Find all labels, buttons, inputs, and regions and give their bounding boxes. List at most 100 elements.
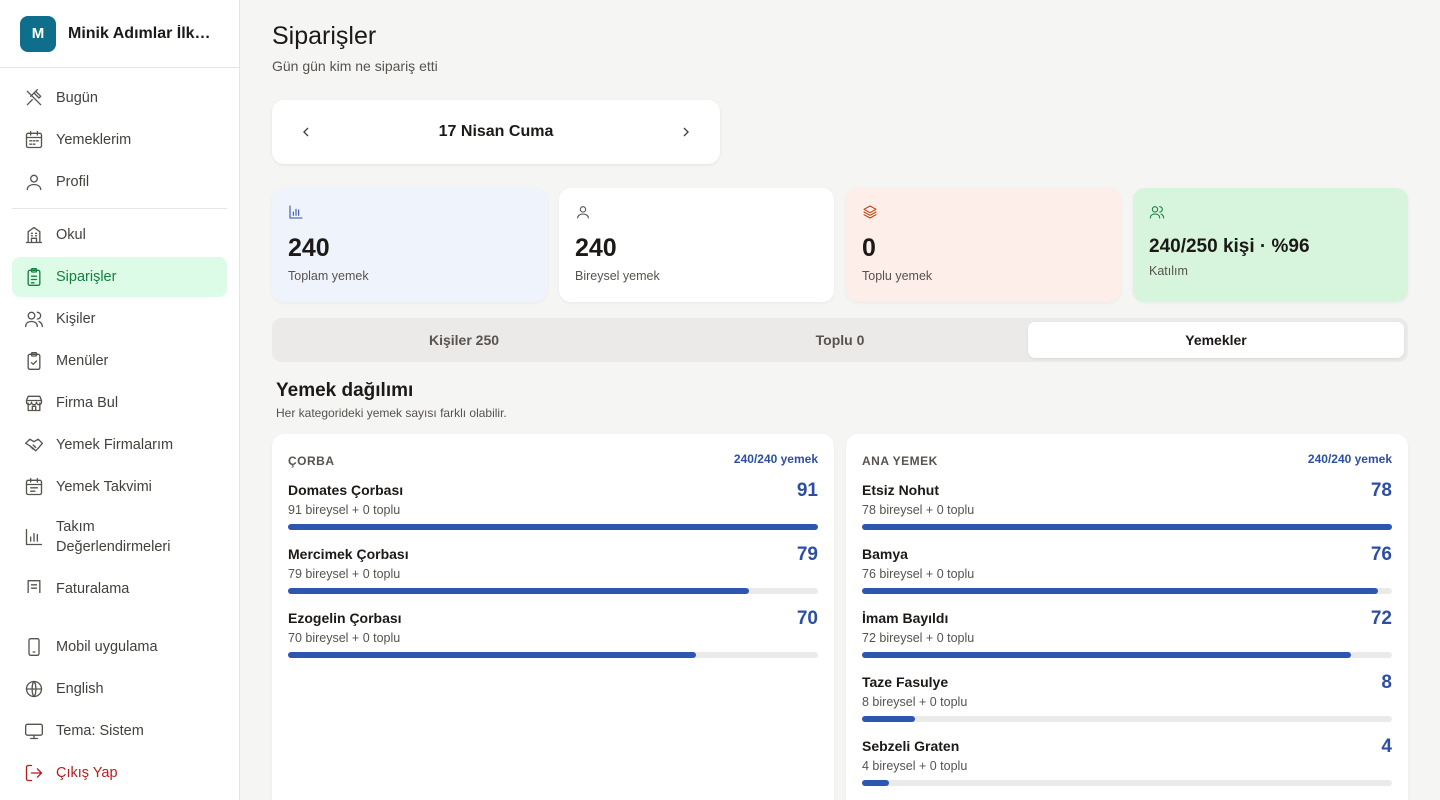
- stat-value: 240/250 kişi · %96: [1149, 236, 1310, 257]
- bar-chart-icon: [24, 527, 44, 547]
- utensils-crossed-icon: [24, 88, 44, 108]
- dish-row: Mercimek Çorbası 79 bireysel + 0 toplu 7…: [288, 544, 818, 610]
- sidebar-item-faturalama[interactable]: Faturalama: [12, 569, 227, 593]
- monitor-icon: [24, 721, 44, 741]
- sidebar-item-kisiler[interactable]: Kişiler: [12, 299, 227, 339]
- sidebar-item-okul[interactable]: Okul: [12, 215, 227, 255]
- dish-bar-fill: [862, 652, 1352, 658]
- dish-name: İmam Bayıldı: [862, 610, 949, 626]
- dish-row: Domates Çorbası 91 bireysel + 0 toplu 91: [288, 480, 818, 546]
- dish-bar-track: [288, 652, 818, 658]
- sidebar-item-label: Tema: Sistem: [56, 723, 144, 739]
- dish-bar-fill: [862, 780, 889, 786]
- sidebar-item-menuler[interactable]: Menüler: [12, 341, 227, 381]
- dish-total: 70: [796, 608, 818, 629]
- sidebar-item-takim-degerlendirmeleri[interactable]: Takım Değerlendirmeleri: [12, 509, 227, 565]
- dish-total: 91: [796, 480, 818, 501]
- dish-bar-track: [862, 588, 1392, 594]
- sidebar-item-english[interactable]: English: [12, 669, 227, 709]
- page-title: Siparişler: [272, 22, 377, 50]
- sidebar-bottom-nav: Mobil uygulama English Tema: Sistem Çıkı…: [12, 625, 227, 795]
- sidebar-item-label: English: [56, 681, 104, 697]
- stat-card-bulk: 0 Toplu yemek: [846, 188, 1121, 302]
- prev-day-button[interactable]: [294, 120, 318, 144]
- school-name: Minik Adımlar İlkokulu: [68, 24, 218, 42]
- dish-bar-fill: [288, 524, 818, 530]
- sidebar-item-label: Faturalama: [56, 581, 130, 593]
- dish-row: Ezogelin Çorbası 70 bireysel + 0 toplu 7…: [288, 608, 818, 674]
- sidebar-item-yemek-firmalarim[interactable]: Yemek Firmalarım: [12, 425, 227, 465]
- category-card-corba: ÇORBA 240/240 yemek Domates Çorbası 91 b…: [272, 434, 834, 800]
- handshake-icon: [24, 435, 44, 455]
- sidebar-item-tema[interactable]: Tema: Sistem: [12, 711, 227, 751]
- sidebar-item-yemeklerim[interactable]: Yemeklerim: [12, 120, 227, 160]
- category-header: ÇORBA 240/240 yemek: [288, 452, 818, 482]
- sidebar-item-yemek-takvimi[interactable]: Yemek Takvimi: [12, 467, 227, 507]
- users-icon: [24, 309, 44, 329]
- dish-name: Domates Çorbası: [288, 482, 404, 498]
- date-label: 17 Nisan Cuma: [438, 123, 554, 140]
- category-count: 240/240 yemek: [1307, 452, 1392, 466]
- brand-header[interactable]: M Minik Adımlar İlkokulu: [0, 0, 239, 68]
- section-title: Yemek dağılımı: [276, 380, 414, 401]
- clipboard-list-icon: [24, 267, 44, 287]
- date-navigator: 17 Nisan Cuma: [272, 100, 720, 164]
- dish-row: Sebzeli Graten 4 bireysel + 0 toplu 4: [862, 736, 1392, 800]
- sidebar-item-label: Takım Değerlendirmeleri: [56, 519, 171, 555]
- main-content: Siparişler Gün gün kim ne sipariş etti 1…: [240, 0, 1440, 800]
- dish-name: Mercimek Çorbası: [288, 546, 409, 562]
- view-tabs: Kişiler 250 Toplu 0 Yemekler: [272, 318, 1408, 362]
- sidebar-nav: Bugün Yemeklerim Profil Okul Siparişler …: [0, 68, 239, 593]
- tab-yemekler[interactable]: Yemekler: [1028, 322, 1404, 358]
- sidebar-item-profil[interactable]: Profil: [12, 162, 227, 202]
- sidebar-item-firma-bul[interactable]: Firma Bul: [12, 383, 227, 423]
- stat-value: 240: [288, 234, 330, 262]
- bar-chart-icon: [288, 204, 304, 220]
- sidebar-item-label: Yemek Firmalarım: [56, 437, 174, 453]
- store-icon: [24, 393, 44, 413]
- stat-value: 240: [575, 234, 617, 262]
- sidebar-item-siparisler[interactable]: Siparişler: [12, 257, 227, 297]
- sidebar-item-cikis-yap[interactable]: Çıkış Yap: [12, 753, 227, 793]
- sidebar-item-bugun[interactable]: Bugün: [12, 78, 227, 118]
- dish-detail: 4 bireysel + 0 toplu: [862, 759, 968, 773]
- stat-card-participation: 240/250 kişi · %96 Katılım: [1133, 188, 1408, 302]
- dish-name: Taze Fasulye: [862, 674, 949, 690]
- dish-row: Taze Fasulye 8 bireysel + 0 toplu 8: [862, 672, 1392, 738]
- dish-name: Etsiz Nohut: [862, 482, 939, 498]
- dish-bar-fill: [288, 652, 697, 658]
- category-header: ANA YEMEK 240/240 yemek: [862, 452, 1392, 482]
- page-subtitle: Gün gün kim ne sipariş etti: [272, 58, 438, 74]
- dish-bar-track: [288, 588, 818, 594]
- category-card-ana-yemek: ANA YEMEK 240/240 yemek Etsiz Nohut 78 b…: [846, 434, 1408, 800]
- dish-bar-track: [862, 652, 1392, 658]
- chevron-left-icon: [303, 127, 309, 137]
- dish-bar-track: [862, 780, 1392, 786]
- dish-detail: 79 bireysel + 0 toplu: [288, 567, 401, 581]
- next-day-button[interactable]: [674, 120, 698, 144]
- dish-total: 79: [796, 544, 818, 565]
- tab-kisiler[interactable]: Kişiler 250: [428, 332, 500, 348]
- category-count: 240/240 yemek: [733, 452, 818, 466]
- sidebar: M Minik Adımlar İlkokulu Bugün Yemekleri…: [0, 0, 240, 800]
- dish-detail: 78 bireysel + 0 toplu: [862, 503, 975, 517]
- category-name: ÇORBA: [288, 454, 335, 468]
- log-out-icon: [24, 763, 44, 783]
- dish-row: Bamya 76 bireysel + 0 toplu 76: [862, 544, 1392, 610]
- dish-bar-track: [862, 524, 1392, 530]
- school-logo: M: [20, 15, 56, 52]
- stat-label: Katılım: [1149, 264, 1188, 278]
- dish-detail: 76 bireysel + 0 toplu: [862, 567, 975, 581]
- sidebar-item-label: Kişiler: [56, 311, 96, 327]
- sidebar-item-label: Mobil uygulama: [56, 639, 158, 655]
- stat-value: 0: [862, 234, 876, 262]
- sidebar-item-mobil-uygulama[interactable]: Mobil uygulama: [12, 627, 227, 667]
- sidebar-item-label: Yemek Takvimi: [56, 479, 152, 495]
- dish-detail: 70 bireysel + 0 toplu: [288, 631, 401, 645]
- sidebar-item-label: Bugün: [56, 90, 98, 106]
- stat-label: Toplam yemek: [288, 269, 369, 283]
- dish-bar-track: [862, 716, 1392, 722]
- tab-toplu[interactable]: Toplu 0: [815, 332, 865, 348]
- dish-total: 78: [1370, 480, 1392, 501]
- dish-name: Bamya: [862, 546, 908, 562]
